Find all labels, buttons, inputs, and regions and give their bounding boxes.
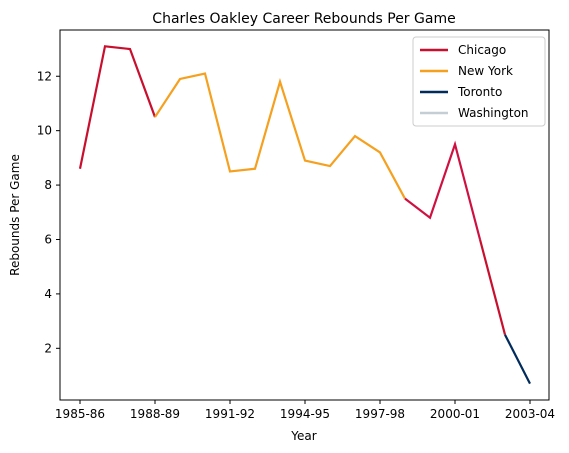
chart-title: Charles Oakley Career Rebounds Per Game xyxy=(152,11,455,27)
y-tick-label: 6 xyxy=(44,232,52,246)
y-axis: 2 4 6 8 10 12 xyxy=(37,69,60,355)
legend-label: New York xyxy=(458,64,513,78)
series-line-new-york-1 xyxy=(154,72,406,200)
series-line-chicago-1 xyxy=(78,45,157,169)
x-tick-label: 1985-86 xyxy=(55,407,105,421)
legend-label: Washington xyxy=(458,106,529,120)
legend-box xyxy=(412,36,546,127)
y-axis-label: Rebounds Per Game xyxy=(8,154,22,276)
legend: Chicago New York Toronto Washington xyxy=(412,36,546,127)
x-tick-label: 1991-92 xyxy=(205,407,255,421)
x-tick-label: 1997-98 xyxy=(355,407,405,421)
series-line-toronto-1 xyxy=(404,140,482,240)
y-tick-label: 12 xyxy=(37,69,52,83)
legend-label: Toronto xyxy=(457,85,502,99)
y-tick-label: 8 xyxy=(44,178,52,192)
series-line-washington-1 xyxy=(504,334,531,385)
x-tick-label: 1994-95 xyxy=(280,407,330,421)
legend-items: Chicago New York Toronto Washington xyxy=(420,43,529,120)
series-layer xyxy=(78,45,531,385)
x-axis: 1985-86 1988-89 1991-92 1994-95 1997-98 2000-… xyxy=(55,400,555,421)
series-line-chicago-2 xyxy=(478,239,507,335)
x-tick-label: 1988-89 xyxy=(130,407,180,421)
y-tick-label: 10 xyxy=(37,124,52,138)
x-tick-label: 2000-01 xyxy=(430,407,480,421)
y-tick-label: 4 xyxy=(44,287,52,301)
x-axis-label: Year xyxy=(290,429,316,443)
y-tick-label: 2 xyxy=(44,341,52,355)
x-tick-label: 2003-04 xyxy=(505,407,555,421)
legend-label: Chicago xyxy=(458,43,506,57)
